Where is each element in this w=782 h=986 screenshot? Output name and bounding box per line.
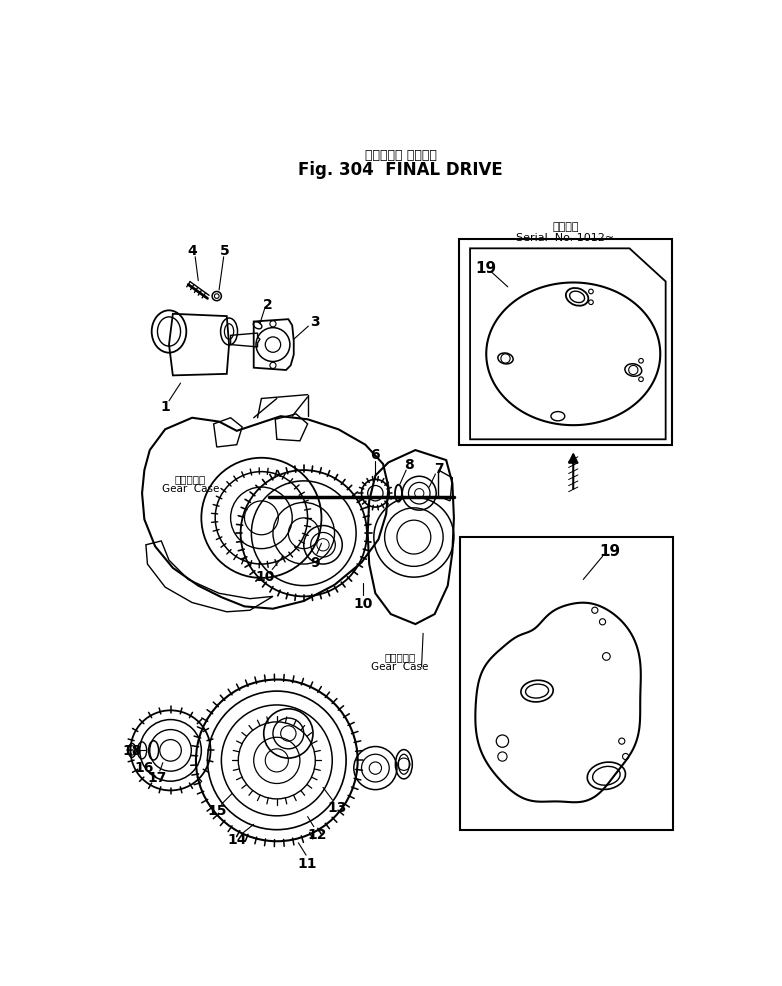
Text: ファイナル ドライブ: ファイナル ドライブ [365,149,436,162]
Text: 16: 16 [135,760,154,774]
Text: 12: 12 [307,826,327,841]
Text: 17: 17 [148,770,167,785]
Text: 2: 2 [263,298,272,312]
Text: ギヤケース: ギヤケース [175,473,206,483]
Text: 19: 19 [475,261,497,276]
Text: Gear  Case: Gear Case [371,662,429,671]
Text: 15: 15 [207,804,227,817]
Text: 7: 7 [434,461,443,475]
Bar [460,537,673,830]
Text: 19: 19 [600,544,621,559]
Text: 5: 5 [221,244,230,257]
Text: 10: 10 [353,596,373,610]
Text: 11: 11 [298,856,317,870]
Text: 4: 4 [187,244,197,257]
Text: 1: 1 [160,399,170,414]
Text: 13: 13 [327,800,346,813]
Text: 10: 10 [256,569,275,583]
Text: 14: 14 [227,832,246,846]
Text: 18: 18 [122,743,142,757]
Bar [459,240,672,446]
Text: ギヤケース: ギヤケース [385,652,415,662]
Text: 適用番号: 適用番号 [552,222,579,232]
Text: 6: 6 [371,448,380,461]
Text: Fig. 304  FINAL DRIVE: Fig. 304 FINAL DRIVE [299,161,503,178]
Text: 8: 8 [404,458,414,471]
Text: 9: 9 [310,555,320,569]
Text: Serial  No. 1012~: Serial No. 1012~ [516,233,615,243]
Text: Gear  Case: Gear Case [162,483,219,493]
Text: 3: 3 [310,316,320,329]
